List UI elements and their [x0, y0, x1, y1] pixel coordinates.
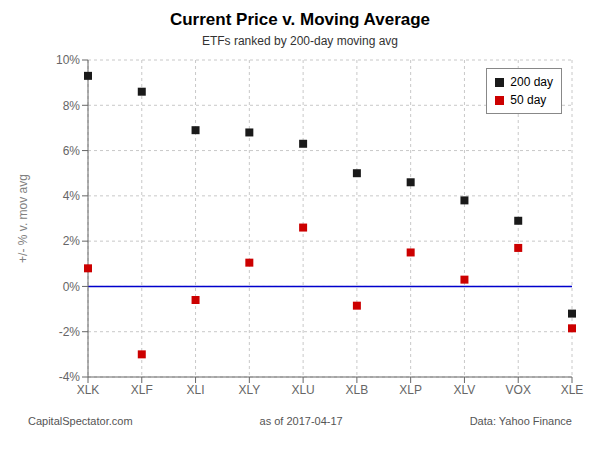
html-text:Current Price v. Moving Averag: Current Price v. Moving Average: [169, 10, 431, 29]
html-text:ETFs ranked by 200-day moving: ETFs ranked by 200-day moving avg: [201, 34, 398, 48]
svg-text:10%: 10%: [56, 53, 80, 67]
svg-text:+/- % v. mov avg: +/- % v. mov avg: [16, 174, 30, 263]
html-text:200 day: 200 day: [510, 75, 553, 89]
svg-text:XLI: XLI: [187, 383, 205, 397]
svg-text:XLP: XLP: [399, 383, 422, 397]
svg-text:2%: 2%: [63, 234, 81, 248]
svg-text:0%: 0%: [63, 280, 81, 294]
html-text:50 day: 50 day: [510, 93, 547, 107]
svg-text:XLB: XLB: [346, 383, 369, 397]
svg-text:6%: 6%: [63, 144, 81, 158]
svg-text:-4%: -4%: [59, 370, 81, 384]
html-text:Data: Yahoo Finance: Data: Yahoo Finance: [469, 415, 572, 427]
svg-text:XLY: XLY: [238, 383, 260, 397]
svg-text:4%: 4%: [63, 189, 81, 203]
svg-text:XLK: XLK: [77, 383, 100, 397]
svg-text:XLV: XLV: [454, 383, 476, 397]
html-text:CapitalSpectator.com: CapitalSpectator.com: [28, 415, 133, 427]
svg-text:XLU: XLU: [291, 383, 314, 397]
svg-text:-2%: -2%: [59, 325, 81, 339]
svg-text:VOX: VOX: [506, 383, 531, 397]
svg-text:XLF: XLF: [131, 383, 153, 397]
svg-text:8%: 8%: [63, 99, 81, 113]
html-text:as of 2017-04-17: as of 2017-04-17: [259, 415, 343, 427]
svg-text:XLE: XLE: [561, 383, 584, 397]
